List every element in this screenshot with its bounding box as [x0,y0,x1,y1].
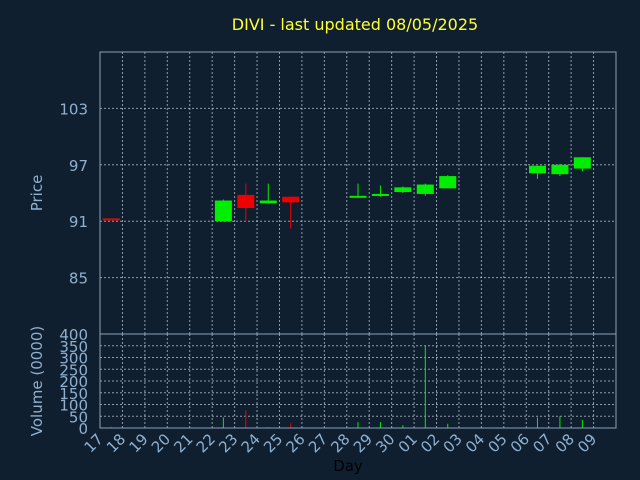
price-panel: 85 91 97 103 Price [28,51,617,335]
volume-plot-frame [99,333,617,429]
volume-y-tick-label: 400 [59,326,88,344]
candle-body [371,193,389,196]
candle-body [282,196,300,203]
candle [259,183,277,204]
candle-body [102,218,120,221]
candle-body [416,184,434,194]
x-axis-label: Day [333,457,363,475]
volume-y-tick-label: 0 [78,420,88,438]
volume-gridlines [100,333,616,429]
candle [237,183,255,222]
price-y-tick-label: 103 [59,100,88,118]
candle [282,196,300,229]
price-y-tick-labels: 85 91 97 103 [59,100,88,287]
candle [394,186,412,193]
price-gridlines [100,52,616,334]
volume-y-tick-label: 100 [59,397,88,415]
volume-y-tick-label: 50 [69,408,88,426]
price-y-tick-label: 85 [69,270,88,288]
candle [102,218,120,221]
candle-body [394,187,412,193]
candle-body [237,194,255,209]
chart-title: DIVI - last updated 08/05/2025 [232,15,478,34]
candle-body [528,165,546,174]
candle-body [259,200,277,204]
x-tick-label: 09 [574,430,600,456]
volume-y-tick-label: 200 [59,373,88,391]
volume-axis-label: Volume (0000) [28,326,46,436]
volume-y-tick-label: 150 [59,385,88,403]
candle [551,163,569,177]
candle [573,157,591,172]
candle-body [551,164,569,175]
candle [416,183,434,196]
candlesticks [102,157,591,229]
price-axis-label: Price [28,175,46,212]
candle-body [214,200,232,222]
volume-bars [110,345,583,428]
volume-y-tick-label: 350 [59,338,88,356]
price-y-tick-label: 97 [69,157,88,175]
volume-y-tick-label: 300 [59,350,88,368]
candle-body [439,176,457,189]
volume-y-tick-label: 250 [59,361,88,379]
candle [528,165,546,179]
candle [349,183,367,198]
candle [214,199,232,222]
candle [439,175,457,189]
x-tick-labels: 1718192021222324252627282930010203040506… [81,430,601,456]
candle-body [573,157,591,169]
candle-body [349,195,367,198]
candle [371,185,389,197]
price-y-tick-label: 91 [69,213,88,231]
